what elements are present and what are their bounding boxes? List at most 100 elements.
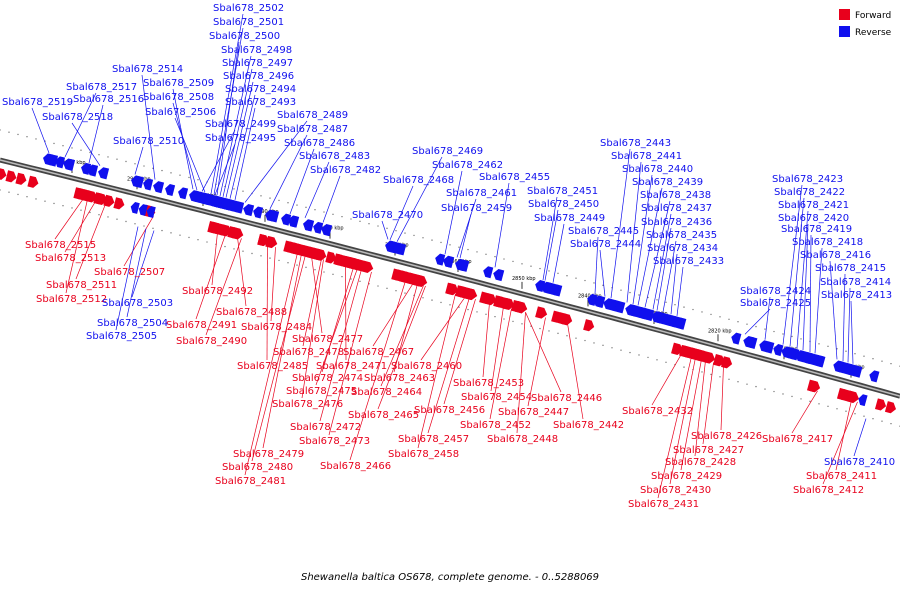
gene-arrow-reverse [549, 283, 560, 296]
gene-arrow-reverse [759, 340, 770, 353]
label-leader [443, 298, 476, 405]
track-dot [278, 199, 280, 202]
gene-label: Sbal678_2490 [176, 336, 247, 347]
gene-label: Sbal678_2433 [653, 256, 724, 267]
gene-label: Sbal678_2430 [640, 485, 711, 496]
track-dot [323, 211, 325, 213]
track-dot [530, 265, 532, 267]
track-dot [494, 255, 496, 258]
gene-label: Sbal678_2417 [762, 434, 833, 445]
gene-arrow-forward [315, 248, 327, 261]
label-leader [88, 104, 104, 164]
label-leader [244, 120, 308, 203]
label-leader [234, 107, 256, 200]
gene-arrow-reverse [281, 213, 292, 226]
track-dot [791, 335, 793, 338]
label-leader [459, 213, 472, 259]
label-leader [319, 269, 362, 422]
track-dot [17, 193, 19, 196]
label-leader [669, 357, 696, 485]
track-dot [773, 390, 775, 393]
track-dot [395, 290, 397, 292]
label-leader [31, 107, 50, 154]
gene-label: Sbal678_2432 [622, 406, 693, 417]
legend-swatch-reverse [839, 26, 850, 37]
track-dot [0, 129, 1, 131]
label-leader [542, 196, 558, 281]
track-dot [89, 211, 91, 214]
track-dot [503, 258, 505, 260]
track-dot [458, 246, 460, 248]
track-dot [287, 202, 289, 204]
track-dot [44, 200, 46, 202]
gene-label: Sbal678_2481 [215, 476, 286, 487]
gene-arrow-forward [307, 246, 319, 259]
track-dot [251, 252, 253, 255]
label-leader [791, 390, 818, 434]
track-dot [161, 169, 163, 172]
gene-arrow-reverse [435, 253, 446, 266]
gene-label: Sbal678_2461 [446, 188, 517, 199]
track-dot [0, 189, 1, 191]
track-dot [746, 383, 748, 385]
gene-arrow-forward [551, 310, 563, 323]
gene-label: Sbal678_2413 [821, 290, 892, 301]
track-dot [836, 348, 838, 350]
label-leader [389, 185, 414, 240]
gene-label: Sbal678_2466 [320, 461, 391, 472]
track-dot [404, 232, 406, 234]
label-leader [599, 249, 606, 297]
track-dot [80, 209, 82, 211]
gene-arrow-reverse [55, 156, 66, 169]
gene-arrow-forward [103, 194, 115, 207]
gene-arrow-reverse [288, 215, 299, 228]
gene-arrow-forward [485, 293, 497, 306]
track-dot [872, 357, 874, 360]
track-dot [863, 415, 865, 417]
gene-label: Sbal678_2478 [273, 347, 344, 358]
gene-arrow-reverse [615, 301, 626, 314]
gene-arrow-reverse [65, 158, 76, 171]
gene-arrow-reverse [43, 153, 54, 166]
label-leader [610, 148, 631, 299]
label-leader [381, 220, 389, 240]
track-dot [62, 144, 64, 147]
label-leader [482, 302, 490, 378]
track-dot [809, 400, 811, 403]
track-dot [350, 218, 352, 220]
track-dot [800, 398, 802, 400]
track-dot [476, 311, 478, 313]
gene-label: Sbal678_2476 [272, 399, 343, 410]
label-leader [632, 174, 653, 305]
gene-label: Sbal678_2495 [205, 133, 276, 144]
track-dot [872, 417, 874, 420]
track-dot [665, 361, 667, 363]
gene-label: Sbal678_2418 [792, 237, 863, 248]
gene-arrow-reverse [493, 268, 505, 282]
gene-arrow-forward [836, 387, 849, 401]
gene-arrow-forward [399, 270, 411, 283]
track-dot [170, 232, 172, 234]
gene-label: Sbal678_2456 [414, 405, 485, 416]
gene-label: Sbal678_2474 [292, 373, 363, 384]
label-leader [126, 228, 147, 318]
gene-label: Sbal678_2496 [223, 71, 294, 82]
track-dot [449, 304, 451, 306]
label-leader [304, 161, 330, 218]
label-leader [172, 102, 198, 191]
track-dot [431, 239, 433, 241]
gene-label: Sbal678_2435 [646, 230, 717, 241]
track-dot [683, 306, 685, 308]
track-dot [755, 325, 757, 328]
label-leader [802, 223, 809, 351]
track-dot [854, 353, 856, 355]
gene-label: Sbal678_2479 [233, 449, 304, 460]
scale-tick-label: 2850 kbp [512, 276, 536, 282]
gene-label: Sbal678_2421 [778, 200, 849, 211]
track-dot [233, 188, 235, 190]
label-leader [676, 266, 684, 316]
gene-arrow-reverse [199, 192, 210, 205]
gene-label: Sbal678_2437 [641, 203, 712, 214]
gene-label: Sbal678_2458 [388, 449, 459, 460]
gene-label: Sbal678_2453 [453, 378, 524, 389]
